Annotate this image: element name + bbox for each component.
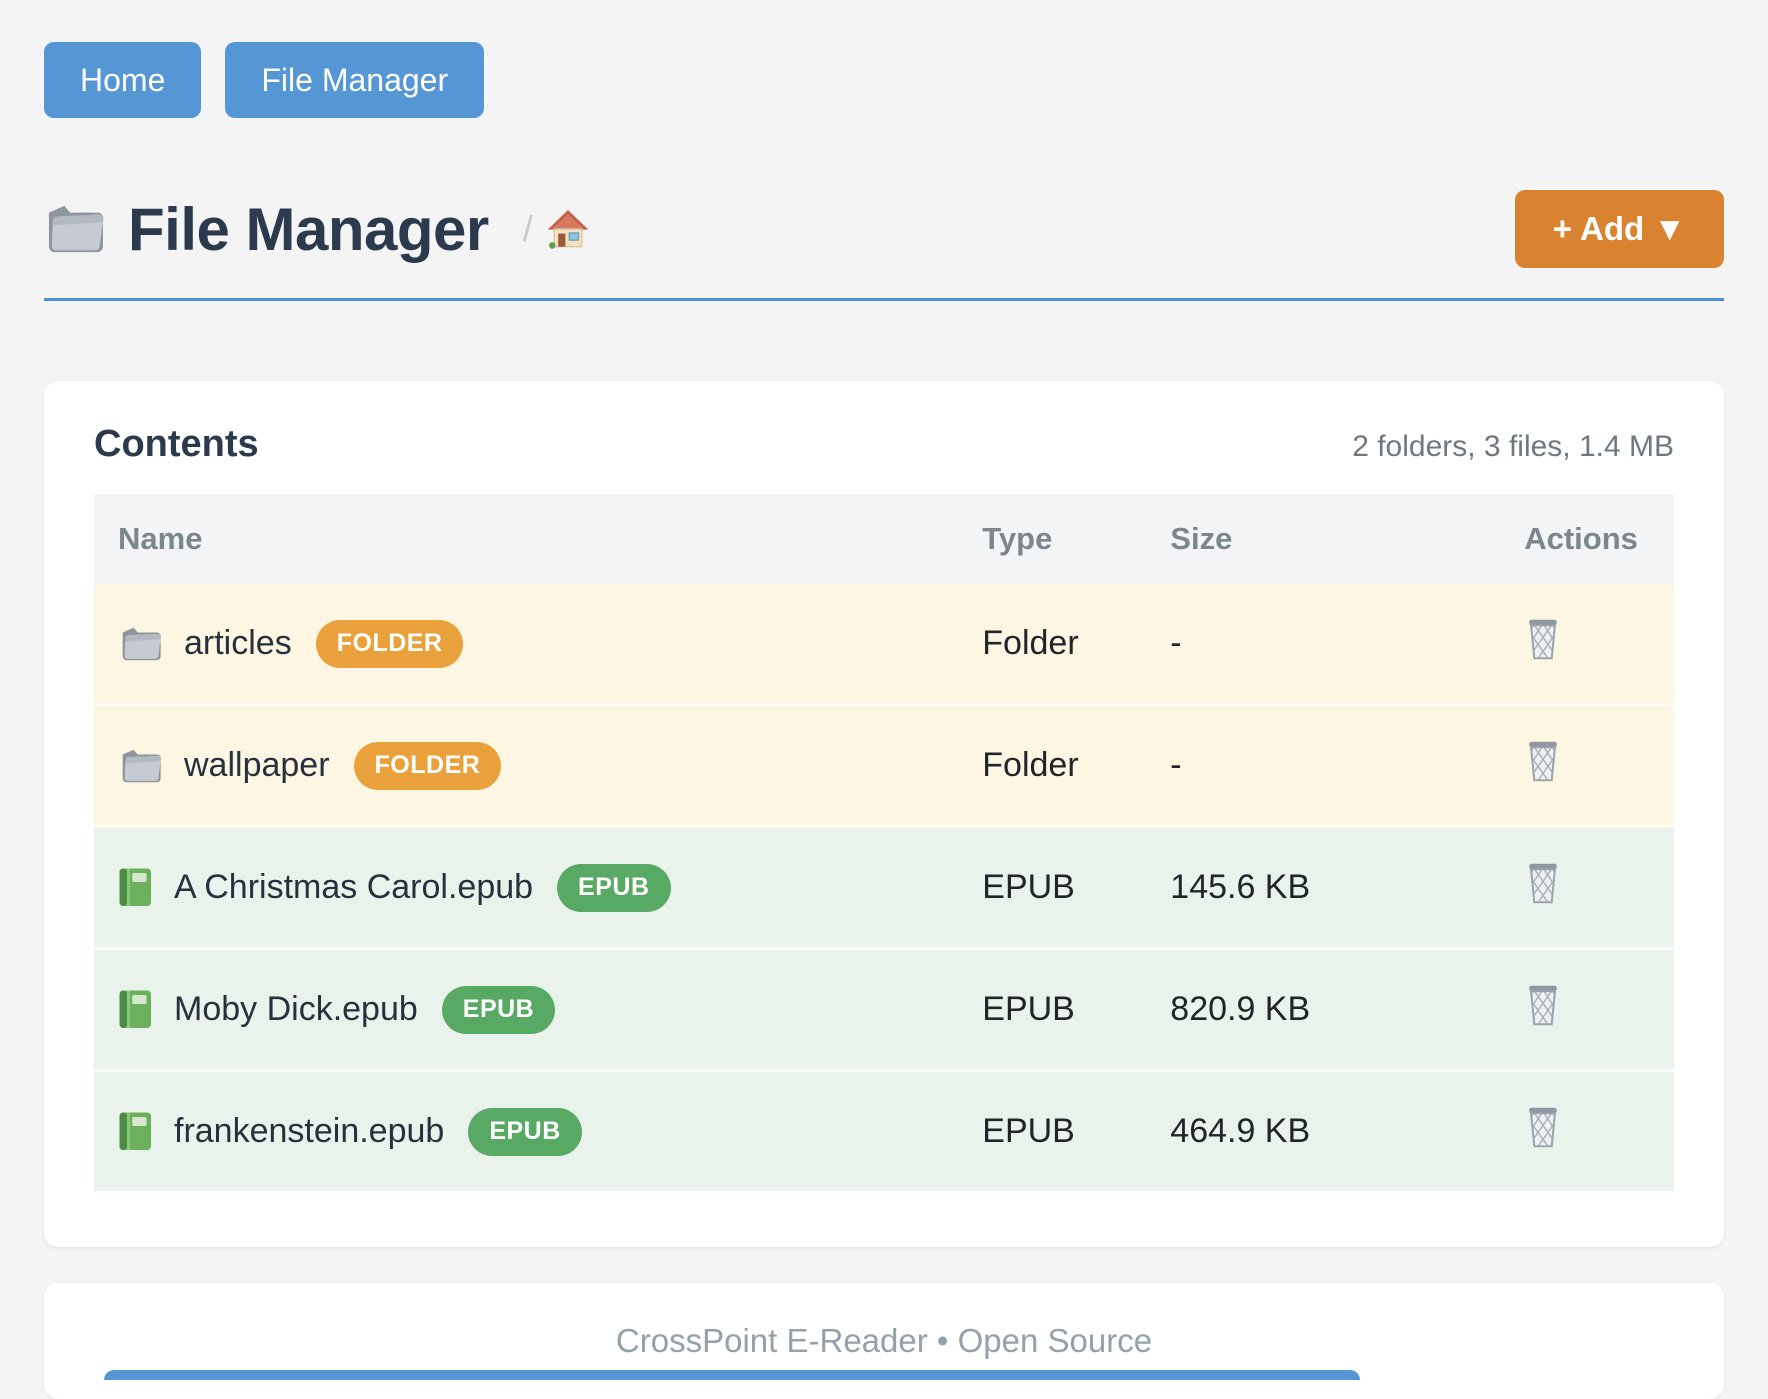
folder-icon <box>118 747 164 785</box>
contents-table: Name Type Size Actions articles FOLDER F… <box>94 494 1674 1191</box>
home-button[interactable]: Home <box>44 42 202 118</box>
green-book-icon <box>118 988 154 1032</box>
wastebasket-icon <box>1524 617 1562 661</box>
breadcrumb-separator: / <box>522 208 533 249</box>
file-size: 464.9 KB <box>1170 1112 1311 1150</box>
delete-button[interactable] <box>1524 983 1562 1027</box>
file-type: EPUB <box>982 868 1075 906</box>
folder-icon <box>44 202 106 256</box>
footer: CrossPoint E-Reader • Open Source <box>44 1283 1724 1399</box>
column-header-actions: Actions <box>1500 494 1674 584</box>
type-badge: EPUB <box>468 1107 582 1156</box>
wastebasket-icon <box>1524 1105 1562 1149</box>
contents-card-header: Contents 2 folders, 3 files, 1.4 MB <box>94 423 1674 466</box>
wastebasket-icon <box>1524 983 1562 1027</box>
file-name[interactable]: frankenstein.epub <box>174 1112 445 1150</box>
delete-button[interactable] <box>1524 617 1562 661</box>
name-cell: articles FOLDER <box>118 619 934 668</box>
type-badge: EPUB <box>557 863 671 912</box>
file-type: Folder <box>982 746 1079 784</box>
table-row: frankenstein.epub EPUB EPUB 464.9 KB <box>94 1070 1674 1191</box>
name-cell: A Christmas Carol.epub EPUB <box>118 863 934 912</box>
table-row: A Christmas Carol.epub EPUB EPUB 145.6 K… <box>94 826 1674 949</box>
column-header-size: Size <box>1146 494 1501 584</box>
partially-visible-blue-element[interactable] <box>104 1370 1360 1380</box>
add-button[interactable]: + Add ▼ <box>1514 190 1724 268</box>
green-book-icon <box>118 866 154 910</box>
contents-summary: 2 folders, 3 files, 1.4 MB <box>1352 430 1674 463</box>
file-manager-button[interactable]: File Manager <box>225 42 485 118</box>
page-title: File Manager <box>128 195 489 263</box>
file-size: - <box>1170 624 1182 662</box>
breadcrumb: / <box>523 208 589 250</box>
table-row: Moby Dick.epub EPUB EPUB 820.9 KB <box>94 948 1674 1071</box>
file-type: EPUB <box>982 990 1075 1028</box>
table-row: articles FOLDER Folder - <box>94 584 1674 705</box>
type-badge: FOLDER <box>353 741 502 790</box>
column-header-name: Name <box>94 494 959 584</box>
file-name[interactable]: Moby Dick.epub <box>174 990 418 1028</box>
wastebasket-icon <box>1524 739 1562 783</box>
file-size: 820.9 KB <box>1170 990 1311 1028</box>
name-cell: frankenstein.epub EPUB <box>118 1107 934 1156</box>
delete-button[interactable] <box>1524 1105 1562 1149</box>
top-nav: Home File Manager <box>44 42 1724 118</box>
name-cell: Moby Dick.epub EPUB <box>118 985 934 1034</box>
table-row: wallpaper FOLDER Folder - <box>94 704 1674 827</box>
file-name[interactable]: A Christmas Carol.epub <box>174 868 534 906</box>
title-divider <box>44 298 1724 301</box>
table-header-row: Name Type Size Actions <box>94 494 1674 584</box>
name-cell: wallpaper FOLDER <box>118 741 934 790</box>
wastebasket-icon <box>1524 861 1562 905</box>
house-icon[interactable] <box>546 208 589 250</box>
page-header: File Manager / + Add ▼ <box>44 190 1724 268</box>
contents-card: Contents 2 folders, 3 files, 1.4 MB Name… <box>44 381 1724 1247</box>
file-type: Folder <box>982 624 1079 662</box>
file-size: - <box>1170 746 1182 784</box>
delete-button[interactable] <box>1524 861 1562 905</box>
file-name[interactable]: wallpaper <box>184 746 330 784</box>
contents-table-body: articles FOLDER Folder - wallpaper FOLDE… <box>94 584 1674 1191</box>
file-size: 145.6 KB <box>1170 868 1311 906</box>
green-book-icon <box>118 1110 154 1154</box>
footer-text: CrossPoint E-Reader • Open Source <box>615 1322 1153 1359</box>
file-name[interactable]: articles <box>184 624 292 662</box>
file-type: EPUB <box>982 1112 1075 1150</box>
type-badge: FOLDER <box>315 619 464 668</box>
column-header-type: Type <box>958 494 1147 584</box>
delete-button[interactable] <box>1524 739 1562 783</box>
folder-icon <box>118 625 164 663</box>
type-badge: EPUB <box>441 985 556 1034</box>
contents-heading: Contents <box>94 423 259 465</box>
